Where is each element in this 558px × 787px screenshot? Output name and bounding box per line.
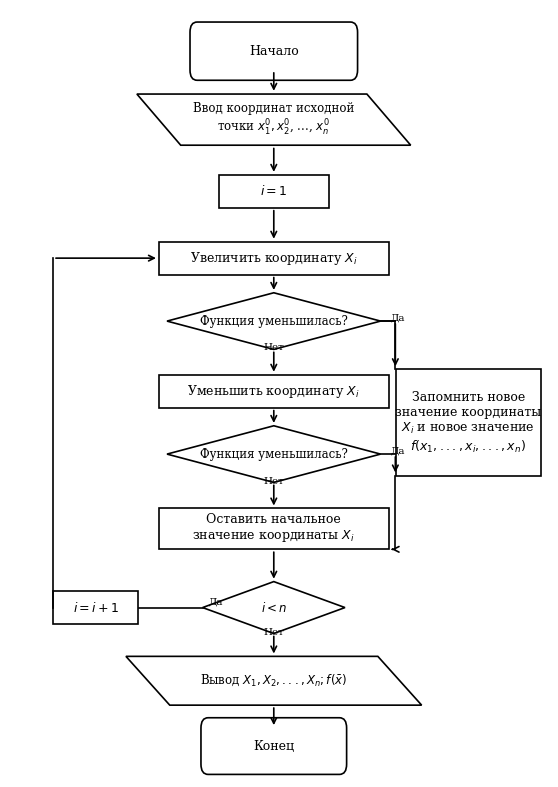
Text: $i=i+1$: $i=i+1$ xyxy=(73,600,119,615)
Bar xyxy=(54,591,138,624)
Text: Ввод координат исходной
точки $x_1^0, x_2^0$, ..., $x_n^0$: Ввод координат исходной точки $x_1^0, x_… xyxy=(193,102,354,138)
Text: Функция уменьшилась?: Функция уменьшилась? xyxy=(200,448,348,460)
Bar xyxy=(159,375,389,408)
Polygon shape xyxy=(167,426,381,482)
Bar xyxy=(159,242,389,275)
Text: Вывод $X_1, X_2,...,X_n; f(\bar{x})$: Вывод $X_1, X_2,...,X_n; f(\bar{x})$ xyxy=(200,673,348,689)
Text: Оставить начальное
значение координаты $X_i$: Оставить начальное значение координаты $… xyxy=(193,513,355,545)
Text: Нет: Нет xyxy=(263,477,284,486)
Bar xyxy=(219,175,329,208)
Text: Запомнить новое
значение координаты
$X_i$ и новое значение
$f(x_1,...,x_i,...,x_: Запомнить новое значение координаты $X_i… xyxy=(395,390,541,455)
Polygon shape xyxy=(126,656,422,705)
Polygon shape xyxy=(137,94,411,146)
FancyBboxPatch shape xyxy=(190,22,358,80)
Text: Конец: Конец xyxy=(253,740,295,752)
Text: Увеличить координату $X_i$: Увеличить координату $X_i$ xyxy=(190,249,358,267)
Bar xyxy=(159,508,389,549)
Text: Начало: Начало xyxy=(249,45,299,57)
Text: Да: Да xyxy=(209,597,223,607)
Text: Нет: Нет xyxy=(263,628,284,637)
FancyBboxPatch shape xyxy=(201,718,347,774)
Text: Да: Да xyxy=(391,446,405,456)
Text: Да: Да xyxy=(391,313,405,323)
Polygon shape xyxy=(203,582,345,634)
Text: $i = 1$: $i = 1$ xyxy=(260,184,287,198)
Text: Нет: Нет xyxy=(263,343,284,353)
Text: Функция уменьшилась?: Функция уменьшилась? xyxy=(200,315,348,327)
Polygon shape xyxy=(167,293,381,349)
Text: $i < n$: $i < n$ xyxy=(261,600,287,615)
Text: Уменьшить координату $X_i$: Уменьшить координату $X_i$ xyxy=(187,382,360,400)
Bar xyxy=(396,370,541,475)
